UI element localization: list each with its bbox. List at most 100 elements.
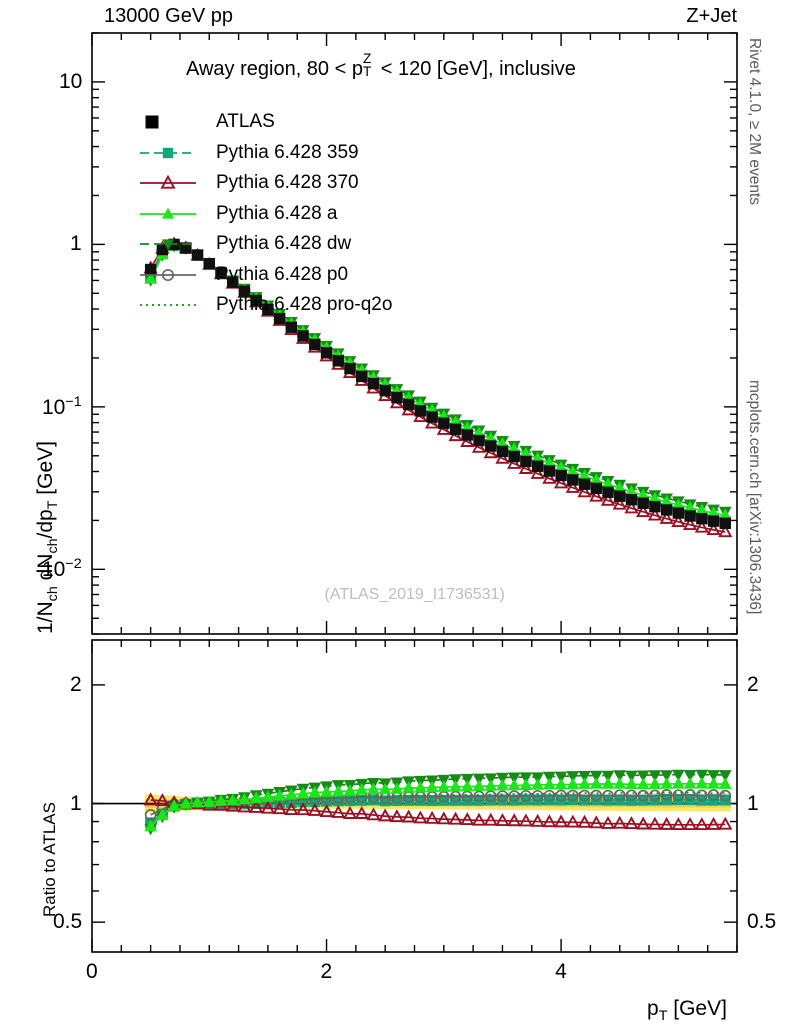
series-pythia-6-428-370 [143,792,733,831]
y-tick-label-main-3: 10−2 [42,556,82,582]
x-tick-label-2: 4 [555,960,567,983]
marker-triangle-open [460,812,475,826]
marker-circle-open [590,789,603,802]
marker-square [602,486,614,498]
marker-triangle-up [660,777,673,789]
y-tick-label-ratio-right-2: 0.5 [747,910,777,934]
marker-triangle-up [472,779,486,792]
marker-triangle-open [542,814,557,828]
marker-triangle-up [367,782,380,795]
marker-circle-open [449,790,462,803]
marker-triangle-open [636,816,651,830]
marker-triangle-open [577,484,592,498]
marker-triangle-open [718,524,733,538]
x-axis-label: pT [GeV] [647,997,727,1024]
marker-triangle-up [589,777,603,789]
marker-triangle-up [156,808,169,821]
marker-triangle-open [295,802,311,816]
marker-circle-open [719,789,732,802]
marker-square [684,510,696,522]
marker-triangle-down [613,770,627,782]
marker-triangle-down [519,772,533,784]
marker-circle-open [508,790,521,803]
legend-marker-5 [140,268,196,281]
marker-triangle-open [612,496,627,510]
marker-triangle-open [507,813,522,827]
marker-triangle-open [659,816,674,830]
marker-square [356,794,368,806]
marker-square [543,794,555,806]
marker-triangle-open [542,470,557,484]
marker-triangle-open [636,504,651,518]
marker-triangle-down [683,770,697,782]
marker-circle-open [602,789,614,802]
marker-triangle-open [577,814,592,828]
marker-square [450,794,462,806]
marker-triangle-open [589,488,604,502]
marker-triangle-up [144,272,157,284]
marker-triangle-up [202,795,216,807]
marker-triangle-up [320,785,333,797]
marker-triangle-open [424,810,440,824]
marker-triangle-open [612,815,627,829]
marker-triangle-open [671,514,686,528]
marker-square [285,321,298,333]
marker-triangle-down [554,771,568,784]
marker-triangle-down [707,770,720,782]
marker-triangle-up [648,777,662,790]
marker-triangle-down [648,770,662,782]
y-tick-label-main-2: 10−1 [42,393,82,419]
marker-square [238,285,251,297]
marker-triangle-open [225,798,240,812]
marker-square [473,434,485,447]
marker-triangle-up [191,795,204,808]
marker-triangle-open [682,517,698,530]
marker-square [461,429,473,441]
marker-square [391,391,403,404]
watermark-label: (ATLAS_2019_I1736531) [324,586,505,603]
marker-triangle-open [647,507,663,521]
marker-square [707,515,720,527]
marker-square [403,794,415,806]
marker-triangle-open [143,792,158,806]
y-tick-label-main-0: 10 [59,69,83,93]
marker-triangle-open [530,465,545,479]
marker-triangle-open [518,813,534,827]
marker-square [402,398,415,411]
legend-label-0: ATLAS [216,111,275,132]
marker-triangle-open [718,816,733,830]
y-tick-label-ratio-right-0: 2 [747,672,759,696]
marker-square [485,794,497,806]
marker-triangle-up [343,784,357,796]
marker-triangle-open [518,461,534,474]
marker-square [414,794,426,806]
marker-square [191,249,204,261]
marker-triangle-down [566,771,580,783]
marker-square [567,474,579,486]
marker-square [660,504,673,516]
marker-triangle-open [589,815,604,829]
marker-triangle-open [483,445,498,459]
legend-marker-1 [140,147,196,158]
marker-triangle-open [436,811,451,825]
y-tick-label-ratio-2: 0.5 [53,910,83,934]
marker-circle-open [520,789,532,802]
marker-triangle-up [179,797,193,809]
marker-triangle-open [600,492,616,506]
marker-triangle-open [706,816,721,830]
marker-triangle-down [601,770,615,783]
marker-triangle-open [682,817,698,831]
marker-triangle-up [695,777,709,789]
legend-label-5: Pythia 6.428 p0 [216,263,349,285]
legend-marker-0 [145,115,159,129]
marker-square [426,794,438,806]
legend-label-2: Pythia 6.428 370 [216,172,359,193]
legend-label-1: Pythia 6.428 359 [216,141,359,163]
marker-square [625,494,638,506]
marker-triangle-up [355,782,369,795]
marker-square [696,512,708,525]
marker-triangle-down [543,771,556,784]
marker-triangle-open [448,428,463,442]
marker-square [449,423,462,435]
